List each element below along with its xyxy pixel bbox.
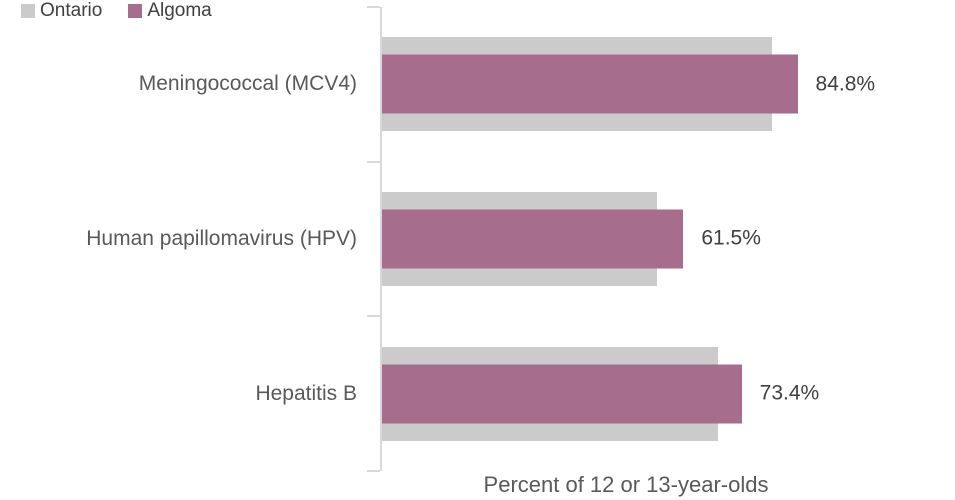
legend-label-ontario: Ontario (40, 0, 103, 21)
algoma-bar-line: 73.4% (382, 364, 872, 424)
bar-group-hepb: 73.4% (382, 316, 872, 471)
algoma-bar-line: 61.5% (382, 209, 872, 269)
category-label-hpv: Human papillomavirus (HPV) (86, 226, 357, 250)
data-label-hepb: 73.4% (759, 381, 820, 405)
axis-tick (367, 6, 380, 8)
data-label-hpv: 61.5% (701, 226, 761, 250)
category-label-mcv4: Meningococcal (MCV4) (138, 72, 357, 96)
ontario-swatch-icon (21, 4, 35, 18)
algoma-swatch-icon (128, 4, 143, 18)
axis-tick (367, 470, 380, 472)
algoma-bar-line: 84.8% (382, 54, 875, 114)
algoma-bar-mcv4 (382, 54, 798, 114)
category-axis: Meningococcal (MCV4) Human papillomaviru… (0, 7, 357, 471)
algoma-bar-hepb (382, 364, 742, 424)
category-cell: Meningococcal (MCV4) (0, 7, 357, 162)
legend-label-algoma: Algoma (147, 0, 212, 21)
plot-area: 84.8% 61.5% 73.4% (367, 6, 875, 472)
x-axis-title: Percent of 12 or 13-year-olds (483, 472, 769, 497)
category-cell: Human papillomavirus (HPV) (0, 162, 357, 317)
data-label-mcv4: 84.8% (815, 72, 876, 96)
legend: Ontario Algoma (21, 0, 212, 22)
algoma-bar-hpv (382, 209, 684, 269)
axis-tick (367, 315, 380, 318)
category-cell: Hepatitis B (0, 316, 357, 471)
category-label-hepb: Hepatitis B (255, 381, 357, 405)
legend-item-ontario: Ontario (21, 0, 102, 22)
legend-item-algoma: Algoma (128, 0, 212, 22)
axis-tick (367, 160, 380, 163)
bar-group-mcv4: 84.8% (382, 7, 875, 162)
bar-group-hpv: 61.5% (382, 162, 872, 317)
